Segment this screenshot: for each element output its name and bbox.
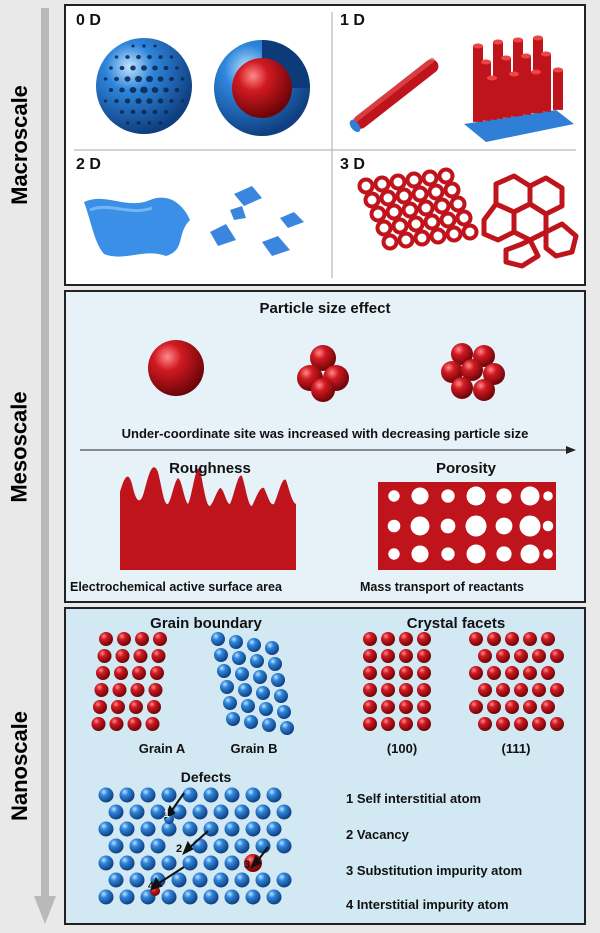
roughness-title: Roughness — [169, 460, 251, 477]
facet-100-label: (100) — [386, 741, 418, 756]
defect-item-4: 4 Interstitial impurity atom — [346, 897, 509, 912]
facet-100-lattice — [363, 632, 431, 731]
label-2d: 2 D — [76, 156, 101, 173]
macroscale-label: Macroscale — [7, 85, 33, 205]
core-shell-sphere — [214, 40, 310, 136]
defect-marker-3: 3 — [244, 859, 251, 871]
label-3d: 3 D — [340, 156, 365, 173]
label-0d: 0 D — [76, 12, 101, 29]
particle-size-title: Particle size effect — [259, 300, 391, 317]
defect-item-1: 1 Self interstitial atom — [346, 791, 482, 806]
defect-marker-2: 2 — [176, 843, 183, 855]
mass-transport-caption: Mass transport of reactants — [360, 580, 524, 594]
defect-item-3: 3 Substitution impurity atom — [346, 863, 523, 878]
3d-framework-network — [481, 173, 579, 269]
defect-marker-4: 4 — [148, 881, 154, 892]
grain-boundary-title: Grain boundary — [150, 615, 262, 632]
grain-a-label: Grain A — [138, 741, 186, 756]
particle-cluster-large — [441, 343, 505, 401]
facet-111-label: (111) — [501, 741, 531, 756]
grain-b-label: Grain B — [230, 741, 278, 756]
mesoscale-label: Mesoscale — [7, 391, 33, 503]
defect-item-2: 2 Vacancy — [346, 827, 409, 842]
particle-cluster-small — [297, 345, 349, 402]
nanoscale-label: Nanoscale — [7, 710, 32, 822]
size-arrow — [80, 446, 576, 454]
porous-sphere — [96, 38, 192, 134]
defect-arrows — [150, 792, 269, 891]
nanosheet — [84, 197, 190, 257]
defect-marker-1: 1 — [164, 809, 170, 820]
single-particle — [148, 340, 204, 396]
defects-lattice — [98, 787, 292, 905]
3d-framework-cube — [357, 167, 479, 251]
nanoplates — [210, 186, 304, 256]
porosity-title: Porosity — [435, 460, 496, 477]
grain-b-lattice — [211, 632, 294, 735]
crystal-facets-title: Crystal facets — [406, 615, 506, 632]
scale-arrow — [34, 8, 56, 924]
mesoscale-panel: Particle size effect Unde — [64, 290, 586, 603]
ecsa-caption: Electrochemical active surface area — [70, 580, 282, 594]
facet-111-lattice — [469, 632, 564, 731]
particle-size-caption: Under-coordinate site was increased with… — [121, 426, 529, 441]
label-1d: 1 D — [340, 12, 365, 29]
macroscale-panel: 0 D 1 D 2 D 3 D — [64, 4, 586, 286]
nanorod — [349, 57, 439, 133]
nanorod-array — [464, 35, 574, 142]
roughness-profile — [120, 467, 296, 570]
grain-a-lattice — [91, 632, 167, 731]
defects-title: Defects — [180, 769, 232, 785]
nanoscale-panel: Grain boundary Crystal facets Grain A Gr… — [64, 607, 586, 925]
porous-slab — [378, 482, 556, 570]
